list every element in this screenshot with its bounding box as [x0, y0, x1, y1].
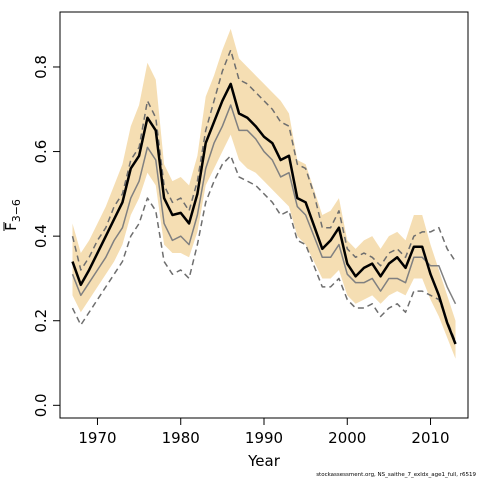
y-tick-label: 0.8 [32, 55, 50, 79]
y-axis-title: F3−6 [2, 199, 23, 231]
y-tick-label: 0.0 [32, 393, 50, 417]
x-tick-label: 1990 [245, 429, 283, 447]
y-axis: 0.0 0.2 0.4 0.6 0.8 [32, 55, 60, 417]
y-axis-title-sub: 3−6 [10, 199, 23, 222]
y-axis-title-main: F [2, 222, 20, 231]
y-tick-label: 0.2 [32, 309, 50, 333]
series-line-dashed-lower [71, 155, 457, 343]
y-tick-label: 0.4 [32, 224, 50, 248]
confidence-band-layer [72, 28, 456, 359]
credit-text: stockassessment.org, NS_saithe_7_exldx_a… [316, 472, 476, 478]
confidence-band [72, 28, 456, 359]
x-tick-label: 2010 [411, 429, 449, 447]
x-tick-label: 2000 [328, 429, 366, 447]
svg-text:F3−6: F3−6 [2, 199, 23, 231]
x-axis: 1970 1980 1990 2000 2010 [78, 418, 450, 447]
y-tick-label: 0.6 [32, 140, 50, 164]
series-line-dashed-upper [71, 49, 457, 271]
series-line-main [71, 82, 457, 345]
x-axis-title: Year [247, 452, 281, 470]
series-line-secondary [71, 104, 457, 305]
series-lines-layer [71, 49, 457, 345]
x-tick-label: 1970 [78, 429, 116, 447]
x-tick-label: 1980 [162, 429, 200, 447]
